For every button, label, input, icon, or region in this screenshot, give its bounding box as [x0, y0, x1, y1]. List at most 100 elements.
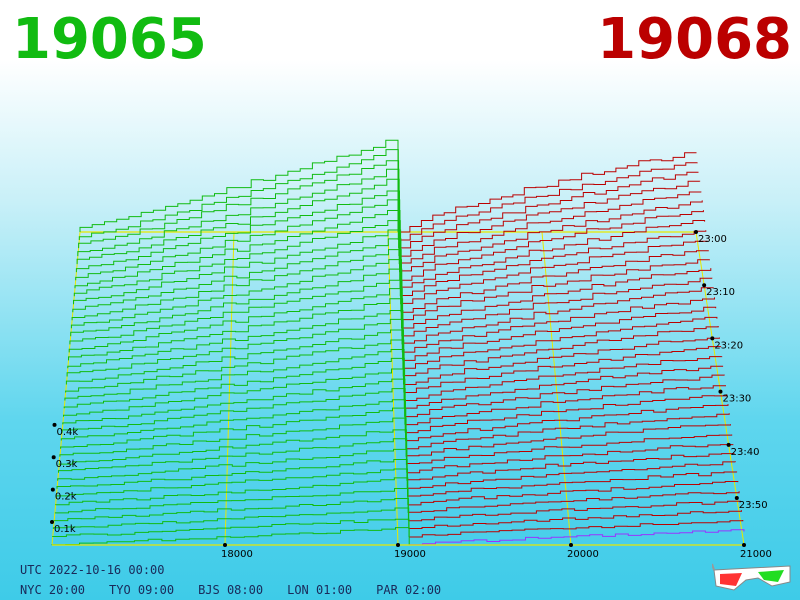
time-zone-block: UTC 2022-10-16 00:00 NYC 20:00 TYO 09:00 B…: [20, 560, 465, 600]
price-tick-20000: [569, 543, 573, 547]
ask-depth-line-10: [401, 250, 709, 313]
time-label-4: 23:40: [731, 447, 760, 458]
ask-depth-line-16: [403, 306, 717, 361]
ask-depth-line-22: [404, 365, 724, 409]
depth-edge-left: [51, 231, 81, 546]
ask-depth-line-37: [408, 510, 742, 529]
depth-layers: [51, 139, 745, 546]
ask-depth-line-9: [400, 240, 708, 305]
bid-depth-line-36: [53, 498, 409, 522]
bid-depth-line-31: [57, 448, 408, 481]
zone-row: NYC 20:00 TYO 09:00 BJS 08:00 LON 01:00 PAR …: [20, 580, 465, 600]
ask-depth-line-26: [405, 404, 729, 442]
ask-depth-line-21: [404, 356, 723, 401]
volume-tick-0.3k: [51, 455, 56, 460]
bid-depth-line-1: [78, 149, 399, 240]
bid-price: 19065: [12, 7, 207, 72]
ask-depth-line-29: [406, 434, 733, 465]
bid-depth-line-6: [75, 199, 401, 281]
price-tick-18000: [223, 543, 227, 547]
ask-depth-line-2: [398, 171, 699, 249]
bid-depth-line-4: [76, 178, 400, 265]
bid-depth-line-33: [55, 468, 408, 497]
bid-depth-line-15: [68, 288, 403, 353]
time-tick-4: [726, 442, 731, 447]
price-tick-19000: [396, 543, 400, 547]
bid-depth-line-32: [56, 459, 408, 489]
time-tick-0: [694, 230, 698, 234]
ask-depth-line-1: [398, 162, 698, 241]
zone-lon: LON 01:00: [287, 583, 353, 597]
bid-depth-line-17: [67, 310, 404, 369]
zone-tyo: TYO 09:00: [109, 583, 175, 597]
bid-depth-line-18: [66, 318, 404, 377]
bid-depth-line-23: [63, 368, 406, 417]
ask-depth-line-34: [408, 481, 739, 506]
bid-depth-line-21: [64, 349, 405, 401]
bid-depth-line-30: [58, 438, 408, 473]
bid-depth-line-26: [60, 399, 406, 441]
bid-depth-line-9: [73, 229, 402, 305]
ask-depth-line-15: [402, 297, 715, 353]
volume-label-0.3k: 0.3k: [56, 459, 78, 470]
ask-depth-line-24: [405, 385, 726, 426]
ask-depth-line-20: [404, 346, 722, 393]
time-tick-5: [734, 496, 739, 501]
axis-ticks: 18000 19000 20000 21000 0.1k 0.2k 0.3k 0.4k 23:0…: [50, 230, 772, 560]
bid-depth-line-39: [51, 527, 410, 546]
time-label-0: 23:00: [698, 234, 727, 245]
time-label-1: 23:10: [706, 287, 735, 298]
zone-bjs: BJS 08:00: [198, 583, 264, 597]
ask-depth-line-33: [407, 471, 738, 497]
ask-depth-line-39: [409, 529, 745, 546]
bid-depth-line-27: [60, 407, 407, 449]
ask-depth-line-28: [406, 424, 731, 457]
ask-depth-line-18: [403, 326, 719, 377]
ask-depth-line-36: [408, 500, 741, 522]
bid-depth-line-0: [79, 139, 399, 232]
zone-par: PAR 02:00: [376, 583, 442, 597]
volume-tick-0.4k: [52, 422, 57, 427]
ask-depth-line-35: [408, 491, 740, 513]
price-tick-21000: [742, 543, 746, 547]
bid-depth-line-2: [78, 160, 400, 249]
bid-depth-line-28: [59, 417, 407, 457]
bid-depth-line-3: [77, 168, 400, 257]
time-tick-2: [710, 336, 715, 341]
time-label-5: 23:50: [739, 500, 768, 511]
depth-gridline-18000: [224, 231, 235, 546]
price-label-20000: 20000: [567, 549, 599, 560]
ask-depth-line-13: [401, 277, 713, 337]
ask-depth-line-5: [399, 200, 703, 273]
3d-glasses-icon[interactable]: [712, 560, 792, 596]
bid-depth-line-38: [52, 518, 410, 537]
bid-depth-line-16: [68, 298, 404, 361]
time-label-3: 23:30: [722, 394, 751, 405]
ask-depth-line-6: [400, 210, 704, 281]
volume-label-0.1k: 0.1k: [54, 524, 76, 535]
utc-time: UTC 2022-10-16 00:00: [20, 563, 165, 577]
bid-depth-line-34: [55, 477, 409, 506]
volume-label-0.2k: 0.2k: [55, 492, 77, 503]
bid-depth-line-12: [70, 259, 402, 329]
bid-depth-line-13: [70, 268, 403, 337]
bid-depth-line-25: [61, 388, 406, 433]
ask-depth-line-31: [406, 453, 735, 481]
ask-depth-line-25: [405, 394, 728, 434]
bid-depth-line-22: [63, 357, 405, 409]
bid-depth-line-5: [75, 190, 400, 273]
ask-depth-line-17: [402, 316, 718, 369]
ask-depth-line-19: [404, 337, 720, 385]
ask-depth-line-8: [400, 230, 707, 297]
depth-gridline-20000: [541, 231, 572, 546]
ask-depth-line-23: [405, 374, 725, 418]
ask-depth-line-30: [407, 444, 734, 474]
ask-depth-line-12: [401, 268, 712, 329]
ask-depth-line-27: [406, 413, 730, 450]
ask-depth-line-14: [402, 287, 714, 345]
price-label-18000: 18000: [221, 549, 253, 560]
time-tick-1: [702, 283, 707, 288]
bid-depth-line-19: [65, 329, 404, 385]
bid-depth-line-8: [73, 220, 401, 297]
volume-tick-0.2k: [50, 487, 55, 492]
